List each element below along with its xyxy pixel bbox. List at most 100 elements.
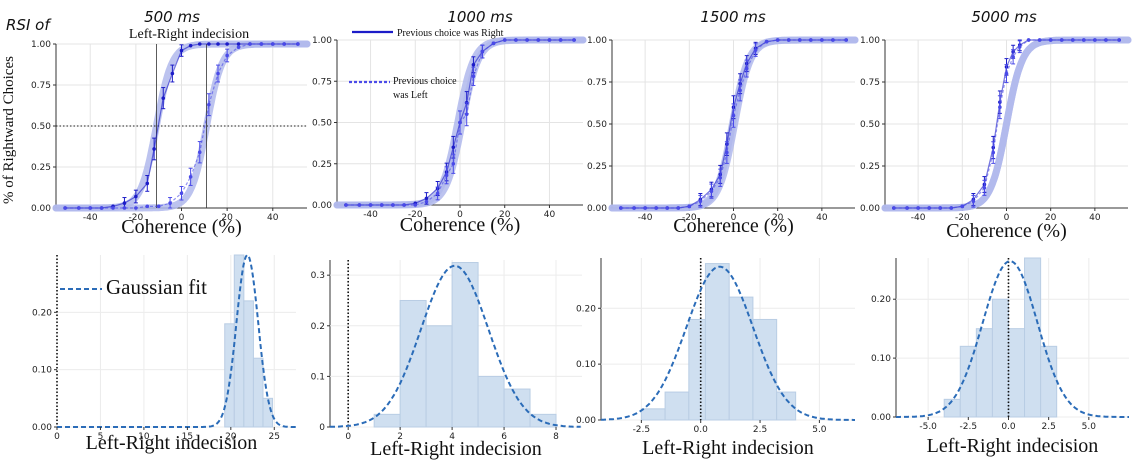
point-left — [344, 203, 348, 207]
point-left — [216, 71, 220, 76]
x-tick-label: 2.5 — [753, 425, 767, 435]
hist-bar — [425, 325, 453, 428]
point-right — [152, 147, 156, 151]
hist-bar — [704, 263, 730, 421]
point-left — [753, 48, 758, 52]
point-left — [665, 206, 670, 210]
x-tick-label: -40 — [363, 210, 378, 220]
gaussian-fit — [601, 265, 855, 421]
point-left — [632, 206, 636, 210]
point-right — [216, 42, 220, 46]
point-left — [207, 102, 211, 107]
point-left — [156, 204, 161, 209]
point-left — [643, 206, 647, 210]
point-left — [1037, 38, 1042, 42]
x-tick-label: 40 — [816, 213, 828, 223]
hist-bar — [503, 388, 531, 428]
y-tick-label: 0.00 — [576, 416, 596, 426]
x-tick-label: 0 — [179, 213, 185, 223]
y-tick-label: 0.75 — [860, 78, 880, 88]
hist-bar — [451, 262, 479, 428]
x-tick-label: -2.5 — [633, 425, 651, 435]
point-left — [491, 41, 496, 46]
point-right — [451, 145, 456, 150]
x-tick-label: 0 — [1004, 213, 1010, 223]
x-axis-label: Left-Right indecision — [86, 432, 258, 454]
hist-bar — [640, 408, 666, 421]
hist-panel-2 — [327, 260, 582, 430]
x-tick-label: 0 — [54, 432, 60, 442]
rsi-title-500: 500 ms — [144, 8, 200, 26]
y-tick-label: 0.75 — [31, 81, 51, 91]
point-left — [282, 42, 286, 46]
x-tick-label: 6 — [501, 432, 507, 442]
y-tick-label: 0.10 — [576, 360, 596, 370]
point-left — [402, 203, 406, 207]
point-left — [764, 39, 769, 44]
point-left — [480, 49, 485, 54]
panels: 0.000.250.500.751.00-40 -20 0 20 40Coherence… — [31, 36, 1132, 460]
point-left — [1017, 44, 1022, 49]
point-right — [188, 43, 193, 48]
hist-bar — [399, 299, 427, 428]
point-left — [270, 42, 275, 46]
point-left — [619, 206, 623, 210]
hist-panel-4 — [893, 257, 1129, 420]
point-left — [1082, 38, 1086, 42]
point-left — [248, 42, 252, 46]
x-tick-label: 2 — [397, 432, 403, 442]
point-left — [709, 189, 714, 193]
indecision-annotation: Left-Right indecision — [129, 27, 249, 42]
point-left — [536, 38, 541, 42]
point-left — [391, 203, 395, 207]
x-tick-label: 0 — [345, 432, 351, 442]
x-tick-label: -5.0 — [919, 422, 937, 432]
point-left — [676, 206, 681, 210]
hist-panel-1 — [54, 253, 296, 430]
x-tick-label: 4 — [449, 432, 455, 442]
point-left — [77, 206, 81, 210]
point-left — [99, 206, 104, 210]
point-left — [938, 206, 943, 210]
point-left — [471, 74, 476, 79]
point-left — [775, 38, 780, 42]
hist-bar — [688, 318, 706, 421]
y-tick-label: 0.75 — [587, 78, 607, 88]
point-left — [797, 38, 802, 42]
point-left — [1026, 38, 1031, 42]
x-tick-label: 20 — [221, 213, 233, 223]
point-left — [831, 38, 835, 42]
point-left — [458, 120, 462, 125]
point-left — [654, 206, 658, 210]
hist-bar — [477, 375, 505, 428]
rsi-label: RSI of — [6, 16, 52, 34]
point-left — [547, 38, 552, 42]
x-tick-label: 10 — [138, 432, 150, 442]
point-left — [179, 191, 184, 196]
hist-bar — [1040, 345, 1058, 418]
y-tick-label: 0.00 — [32, 423, 52, 433]
point-left — [1070, 38, 1075, 42]
x-axis-label: Coherence (%) — [121, 216, 242, 238]
x-tick-label: 0 — [457, 210, 463, 220]
x-tick-label: 5 — [98, 432, 104, 442]
rsi-title-1500: 1500 ms — [700, 8, 766, 26]
point-left — [1011, 55, 1015, 59]
x-tick-label: -20 — [129, 213, 144, 223]
point-right — [236, 42, 241, 46]
point-left — [188, 175, 193, 179]
x-tick-label: 15 — [182, 432, 193, 442]
point-left — [916, 206, 920, 210]
point-left — [786, 38, 791, 42]
point-left — [413, 203, 418, 207]
point-right — [134, 194, 138, 199]
y-tick-label: 0.25 — [587, 162, 607, 172]
x-tick-label: -20 — [955, 213, 970, 223]
hist-bar — [373, 413, 401, 428]
y-tick-label: 1.00 — [312, 36, 332, 46]
x-tick-label: -20 — [408, 210, 423, 220]
y-tick-label: 0 — [319, 423, 325, 433]
point-left — [424, 199, 429, 204]
y-tick-label: 0.00 — [31, 204, 51, 214]
